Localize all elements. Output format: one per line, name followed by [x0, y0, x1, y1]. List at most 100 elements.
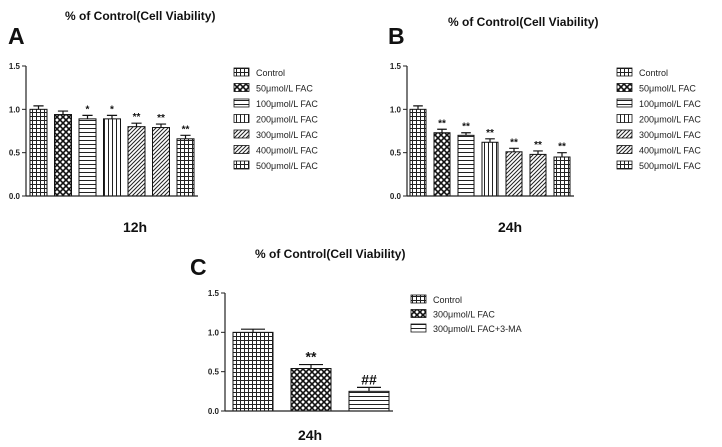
y-tick-label: 1.5 — [208, 289, 220, 298]
significance-mark: ** — [462, 122, 470, 133]
error-bar-4 — [485, 138, 495, 143]
legend-label: 100μmol/L FAC — [256, 99, 318, 109]
legend-label: 200μmol/L FAC — [256, 115, 318, 125]
error-bar-7 — [180, 134, 191, 139]
legend-label: 300μmol/L FAC — [433, 310, 495, 320]
legend-swatch-2 — [410, 309, 427, 318]
bar-2 — [433, 132, 451, 197]
significance-mark: ** — [133, 112, 141, 123]
error-bar-2 — [437, 128, 447, 133]
x-axis-label: 24h — [498, 219, 522, 235]
legend-label: 100μmol/L FAC — [639, 99, 701, 109]
y-tick-label: 0.0 — [9, 192, 21, 201]
bar-3 — [348, 390, 390, 412]
panel-letter: A — [8, 23, 25, 49]
significance-mark: ## — [361, 371, 377, 387]
legend-swatch-2 — [233, 83, 250, 92]
y-tick-label: 0.0 — [208, 407, 220, 416]
bar-3 — [457, 134, 475, 197]
bar-2 — [290, 368, 332, 412]
error-bar-1 — [241, 328, 265, 333]
legend-swatch-3 — [616, 98, 633, 108]
significance-mark: ** — [157, 113, 165, 124]
y-tick-label: 1.0 — [390, 105, 402, 114]
significance-mark: ** — [486, 128, 494, 139]
significance-mark: * — [86, 104, 90, 115]
error-bar-7 — [557, 152, 567, 157]
error-bar-3 — [461, 132, 471, 136]
legend-swatch-7 — [616, 160, 633, 170]
significance-mark: ** — [534, 140, 542, 151]
panel-a: A % of Control(Cell Viability) 0.0 0.5 1.0 1.… — [8, 9, 318, 235]
error-bar-4 — [106, 114, 118, 119]
panel-c: C % of Control(Cell Viability) 0.0 0.5 1.0 1.… — [190, 247, 522, 443]
error-bar-2 — [299, 363, 323, 369]
error-bar-6 — [155, 123, 167, 128]
y-tick-label: 0.0 — [390, 192, 402, 201]
y-tick-label: 1.5 — [390, 62, 402, 71]
legend-swatch-3 — [233, 98, 250, 108]
legend-label: 400μmol/L FAC — [639, 146, 701, 156]
bar-1 — [409, 108, 427, 197]
legend-label: 500μmol/L FAC — [256, 161, 318, 171]
legend-label: 50μmol/L FAC — [256, 84, 313, 94]
y-tick-label: 1.0 — [208, 328, 220, 337]
legend-label: Control — [433, 295, 462, 305]
legend-swatch-5 — [616, 129, 633, 139]
panel-b: B % of Control(Cell Viability) 0.0 0.5 1.0 1.… — [388, 15, 701, 235]
error-bar-1 — [413, 105, 423, 110]
legend-swatch-6 — [616, 145, 633, 154]
significance-mark: ** — [306, 349, 317, 365]
bar-3 — [78, 118, 97, 197]
error-bar-5 — [509, 147, 519, 152]
significance-mark: ** — [510, 137, 518, 148]
legend-swatch-4 — [616, 114, 633, 123]
significance-mark: ** — [558, 142, 566, 153]
bar-1 — [232, 331, 274, 412]
legend-label: 300μmol/L FAC+3-MA — [433, 324, 522, 334]
y-tick-label: 1.5 — [9, 62, 21, 71]
error-bar-2 — [57, 110, 69, 115]
chart-title: % of Control(Cell Viability) — [255, 247, 405, 261]
bar-2 — [54, 114, 72, 197]
legend-swatch-3 — [410, 323, 427, 333]
legend-label: 200μmol/L FAC — [639, 115, 701, 125]
panel-letter: C — [190, 254, 207, 280]
bar-5 — [127, 126, 146, 197]
error-bar-3 — [82, 114, 93, 119]
y-tick-label: 0.5 — [390, 149, 402, 158]
significance-mark: ** — [438, 118, 446, 129]
legend-label: 300μmol/L FAC — [639, 130, 701, 140]
legend-label: 400μmol/L FAC — [256, 146, 318, 156]
error-bar-6 — [533, 150, 543, 155]
legend-label: 500μmol/L FAC — [639, 161, 701, 171]
legend-swatch-4 — [233, 114, 250, 123]
panel-letter: B — [388, 23, 405, 49]
bar-5 — [505, 151, 523, 197]
legend-label: Control — [256, 68, 285, 78]
legend-swatch-7 — [233, 160, 250, 170]
significance-mark: * — [110, 104, 114, 115]
legend-label: 300μmol/L FAC — [256, 130, 318, 140]
bar-1 — [29, 108, 48, 197]
x-axis-label: 24h — [298, 427, 322, 443]
significance-mark: ** — [182, 124, 190, 135]
legend-swatch-1 — [233, 67, 250, 77]
error-bar-1 — [33, 105, 44, 110]
error-bar-3 — [357, 386, 381, 392]
legend-swatch-6 — [233, 145, 250, 154]
legend-swatch-1 — [410, 294, 427, 304]
chart-title: % of Control(Cell Viability) — [65, 9, 215, 23]
x-axis-label: 12h — [123, 219, 147, 235]
legend-swatch-1 — [616, 67, 633, 77]
y-tick-label: 1.0 — [9, 105, 21, 114]
y-tick-label: 0.5 — [208, 368, 220, 377]
bar-4 — [481, 141, 499, 197]
legend-label: Control — [639, 68, 668, 78]
bar-7 — [176, 138, 195, 197]
chart-title: % of Control(Cell Viability) — [448, 15, 598, 29]
legend-label: 50μmol/L FAC — [639, 84, 696, 94]
bar-6 — [152, 127, 170, 197]
legend-swatch-5 — [233, 129, 250, 139]
